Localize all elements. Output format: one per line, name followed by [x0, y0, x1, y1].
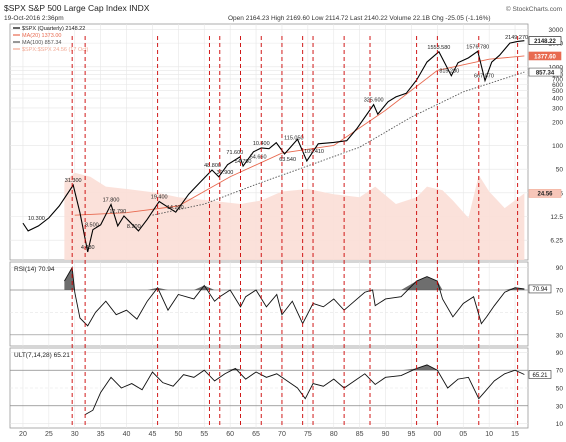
price-annotation: 667.070: [474, 74, 494, 80]
price-annotation: 48.800: [204, 163, 221, 169]
rsi-value-tag: [528, 284, 552, 294]
value-tag-box: [528, 189, 562, 198]
y-tick-label: 200: [552, 119, 563, 126]
x-tick-label: 20: [19, 431, 27, 438]
legend-entry: $SPX:$SPX 24.56 (17 Oct): [22, 47, 89, 53]
ult-value-tag: [528, 370, 552, 379]
price-annotation: 54.750: [235, 159, 252, 165]
price-annotation: 8.500: [85, 223, 99, 229]
stockcharts-watermark: © StockCharts.com: [506, 5, 562, 13]
ult-tick-label: 70: [556, 368, 564, 375]
x-tick-label: 50: [174, 431, 182, 438]
value-tag-label: 1377.60: [534, 54, 556, 60]
ult-line: [84, 364, 525, 416]
ult-overbought-fill: [224, 364, 438, 371]
ult-tick-label: 50: [556, 386, 564, 393]
ult-title: ULT(7,14,28) 65.21: [14, 352, 70, 359]
x-tick-label: 70: [278, 431, 286, 438]
x-tick-label: 00: [433, 431, 441, 438]
x-tick-label: 15: [511, 431, 519, 438]
rsi-tick-label: 50: [556, 310, 564, 317]
rsi-tick-label: 30: [556, 332, 564, 339]
legend-entry: $SPX (Quarterly) 2148.22: [22, 26, 85, 32]
price-annotation: 12.790: [109, 209, 126, 215]
value-tag-box: [528, 36, 562, 45]
price-annotation: 14.200: [167, 205, 184, 211]
price-annotation: 1576.780: [466, 44, 489, 50]
ult-tick-label: 90: [556, 350, 564, 357]
y-tick-label: 50: [556, 167, 564, 174]
symbol-title: $SPX S&P 500 Large Cap Index INDX: [4, 3, 150, 13]
price-annotation: 31.300: [65, 178, 82, 184]
rsi-value-label: 70.94: [532, 287, 548, 293]
y-tick-label: 6.25: [550, 238, 563, 245]
x-tick-label: 60: [226, 431, 234, 438]
price-annotation: 63.540: [279, 157, 296, 163]
ult-tick-label: 30: [556, 403, 564, 410]
legend-entry: MA(100) 857.34: [22, 40, 61, 46]
y-tick-label: 12.5: [550, 214, 563, 221]
x-tick-label: 45: [149, 431, 157, 438]
price-annotation: 19.400: [151, 194, 168, 200]
price-line: [22, 40, 525, 253]
price-annotation: 109.410: [304, 149, 324, 155]
price-annotation: 4.430: [81, 245, 95, 251]
price-annotation: 17.800: [103, 197, 120, 203]
price-annotation: 325.600: [364, 98, 384, 104]
price-annotation: 8.200: [127, 224, 141, 230]
x-tick-label: 55: [200, 431, 208, 438]
x-tick-label: 80: [330, 431, 338, 438]
ult-value-label: 65.21: [532, 373, 548, 379]
legend-entry: MA(20) 1373.00: [22, 33, 61, 39]
rsi-tick-label: 90: [556, 265, 564, 272]
value-tag-box: [528, 67, 562, 77]
price-annotation: 54.660: [250, 155, 267, 161]
value-tag-label: 2148.22: [534, 39, 556, 45]
y-tick-label: 3000: [549, 27, 564, 34]
price-annotation: 815.280: [439, 69, 459, 75]
x-tick-label: 90: [382, 431, 390, 438]
value-tag-box: [528, 51, 562, 61]
y-tick-label: 100: [552, 143, 563, 150]
quote-summary: Open 2164.23 High 2169.60 Low 2114.72 La…: [228, 15, 491, 22]
y-tick-label: 400: [552, 96, 563, 103]
y-tick-label: 300: [552, 105, 563, 112]
x-tick-label: 25: [45, 431, 53, 438]
price-annotation: 71.600: [226, 150, 243, 156]
date-label: 19-Oct-2016 2:36pm: [4, 15, 64, 22]
x-tick-label: 05: [459, 431, 467, 438]
value-tag-label: 24.56: [537, 192, 553, 198]
ma20-line: [74, 55, 525, 216]
price-annotation: 1553.580: [427, 45, 450, 51]
rsi-line: [64, 266, 525, 327]
x-tick-label: 85: [356, 431, 364, 438]
y-tick-label: 600: [552, 82, 563, 89]
x-tick-label: 40: [123, 431, 131, 438]
rsi-tick-label: 70: [556, 288, 564, 295]
price-annotation: 39.900: [217, 170, 234, 176]
x-tick-label: 95: [408, 431, 416, 438]
price-annotation: 10.300: [28, 216, 45, 222]
price-annotation: 2149.270: [505, 35, 528, 41]
value-tag-label: 857.34: [536, 70, 555, 76]
price-annotation: 115.050: [284, 135, 303, 141]
x-tick-label: 65: [252, 431, 260, 438]
vix-ratio-area: [64, 172, 525, 260]
x-tick-label: 75: [304, 431, 312, 438]
y-tick-label: 700: [552, 76, 563, 83]
x-tick-label: 35: [97, 431, 105, 438]
y-tick-label: 500: [552, 88, 563, 95]
ult-tick-label: 10: [556, 421, 564, 428]
rsi-title: RSI(14) 70.94: [14, 266, 55, 273]
x-tick-label: 30: [71, 431, 79, 438]
x-tick-label: 10: [485, 431, 493, 438]
